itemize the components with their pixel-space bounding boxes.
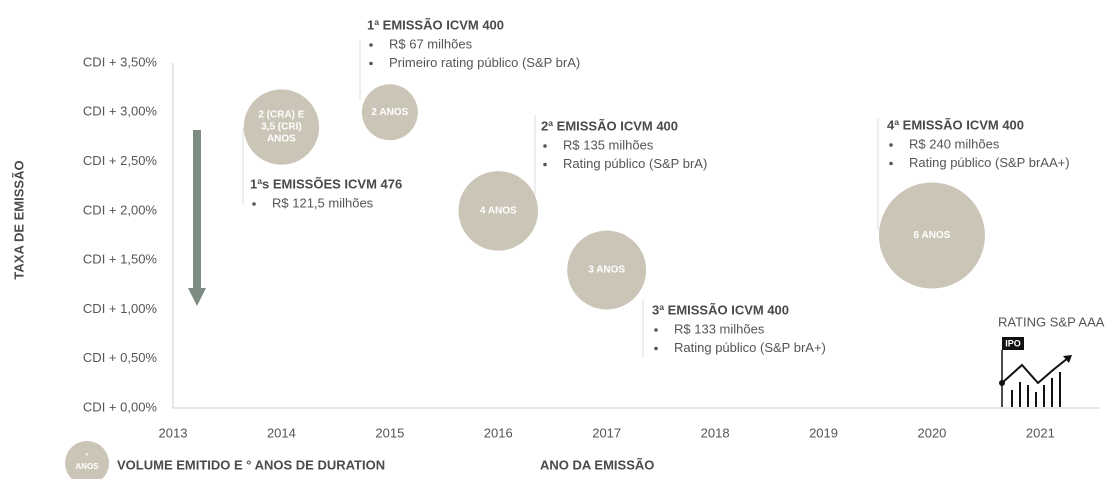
bullet — [889, 143, 893, 147]
y-tick-label: CDI + 3,50% — [83, 54, 158, 69]
annotation-title: 2ª EMISSÃO ICVM 400 — [541, 118, 678, 133]
bullet — [654, 328, 658, 332]
rating-note: RATING S&P AAA — [998, 314, 1105, 329]
bubble-label: 6 ANOS — [914, 230, 951, 241]
x-tick-label: 2015 — [375, 425, 404, 440]
y-tick-label: CDI + 1,50% — [83, 252, 158, 267]
legend-bubble — [65, 441, 109, 479]
annotation-bullet: Rating público (S&P brA+) — [674, 340, 826, 355]
x-tick-label: 2018 — [701, 425, 730, 440]
bullet — [889, 161, 893, 166]
bullet — [252, 202, 256, 206]
y-tick-label: CDI + 0,50% — [83, 350, 158, 365]
arrow-head — [188, 288, 206, 306]
bubble-label: 2 ANOS — [371, 107, 408, 118]
annotation-bullet: Primeiro rating público (S&P brA) — [389, 55, 580, 70]
bubble-label: 3 ANOS — [588, 265, 625, 276]
bubble-label: 2 (CRA) E — [258, 110, 304, 121]
annotation-bullet: R$ 121,5 milhões — [272, 195, 374, 210]
bubble-label: ANOS — [267, 134, 296, 145]
legend-bubble-text: ANOS — [75, 462, 99, 471]
bubble — [878, 182, 985, 289]
annotation-title: 1ª EMISSÃO ICVM 400 — [367, 17, 504, 32]
bubble — [361, 84, 418, 141]
bubble — [567, 230, 647, 310]
x-tick-label: 2019 — [809, 425, 838, 440]
x-tick-label: 2013 — [159, 425, 188, 440]
x-axis-label: ANO DA EMISSÃO — [540, 457, 654, 472]
bubble — [243, 89, 320, 165]
y-tick-label: CDI + 2,50% — [83, 153, 158, 168]
bullet — [543, 144, 547, 148]
bullet — [369, 61, 373, 66]
x-tick-label: 2014 — [267, 425, 296, 440]
bubble-label: 4 ANOS — [480, 205, 517, 216]
y-axis-label: TAXA DE EMISSÃO — [11, 160, 26, 279]
y-tick-label: CDI + 0,00% — [83, 399, 158, 414]
bubble-label: 3,5 (CRI) — [261, 122, 302, 133]
bubble — [458, 171, 538, 251]
x-tick-label: 2017 — [592, 425, 621, 440]
annotation-bullet: R$ 133 milhões — [674, 321, 765, 336]
annotation-bullet: R$ 240 milhões — [909, 136, 1000, 151]
bullet — [543, 162, 547, 167]
legend-bubble-text: ° — [85, 452, 88, 461]
annotation-bullet: Rating público (S&P brA) — [563, 156, 707, 171]
y-tick-label: CDI + 1,00% — [83, 301, 158, 316]
ipo-icon: IPO — [999, 337, 1072, 407]
icon-label: IPO — [1005, 338, 1021, 348]
annotation-bullet: Rating público (S&P brAA+) — [909, 155, 1070, 170]
y-tick-label: CDI + 2,00% — [83, 202, 158, 217]
x-tick-label: 2016 — [484, 425, 513, 440]
annotation-bullet: R$ 67 milhões — [389, 36, 473, 51]
x-tick-label: 2021 — [1026, 425, 1055, 440]
annotation-title: 3ª EMISSÃO ICVM 400 — [652, 302, 789, 317]
bullet — [369, 43, 373, 47]
annotation-title: 1ªs EMISSÕES ICVM 476 — [250, 176, 402, 191]
annotation-bullet: R$ 135 milhões — [563, 137, 654, 152]
x-tick-label: 2020 — [917, 425, 946, 440]
legend-text: VOLUME EMITIDO E ° ANOS DE DURATION — [117, 457, 385, 472]
annotation-title: 4ª EMISSÃO ICVM 400 — [887, 117, 1024, 132]
bullet — [654, 346, 658, 351]
arrow — [193, 130, 201, 290]
y-tick-label: CDI + 3,00% — [83, 104, 158, 119]
